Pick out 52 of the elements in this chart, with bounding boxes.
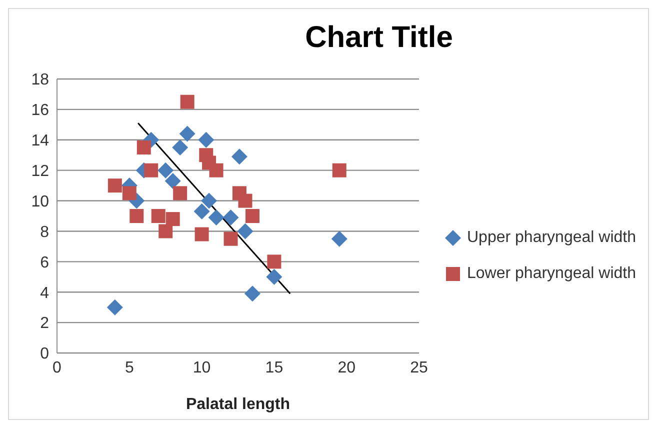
point [173, 186, 188, 200]
y-tick-label: 10 [31, 193, 50, 210]
point [244, 286, 260, 302]
x-axis-title: Palatal length [186, 396, 290, 413]
point [198, 132, 214, 148]
y-tick-label: 16 [31, 102, 50, 120]
y-tick-label: 6 [40, 254, 50, 272]
point [144, 163, 158, 178]
x-tick-label: 0 [52, 359, 62, 376]
y-tick-label: 18 [31, 72, 50, 89]
x-tick-label: 10 [192, 359, 211, 376]
point [180, 94, 194, 109]
point [266, 268, 282, 285]
x-tick-label: 5 [124, 359, 134, 376]
y-tick-label: 4 [40, 284, 50, 302]
y-tick-label: 14 [31, 132, 50, 150]
x-tick-label: 15 [265, 359, 284, 376]
point [172, 140, 188, 156]
x-tick-label: 25 [410, 359, 428, 376]
point [158, 162, 174, 178]
point [208, 210, 224, 226]
point [332, 163, 346, 178]
y-tick-label: 12 [31, 163, 50, 180]
x-tick-label: 20 [338, 359, 356, 376]
point [151, 209, 166, 223]
point [158, 224, 173, 238]
point [224, 232, 238, 246]
point [222, 210, 239, 226]
point [164, 172, 181, 189]
y-tick-label: 2 [40, 315, 50, 332]
point [194, 203, 210, 220]
point [245, 209, 260, 223]
point [194, 227, 209, 242]
y-tick-label: 8 [40, 224, 50, 241]
point [108, 178, 122, 193]
point [106, 299, 123, 316]
y-tick-label: 0 [40, 346, 50, 363]
point [166, 212, 180, 226]
point [237, 223, 254, 240]
point [267, 254, 282, 269]
legend-label: Upper pharyngeal width [467, 229, 636, 247]
chart-title: Chart Title [304, 21, 454, 55]
point [231, 148, 248, 165]
point [122, 186, 136, 200]
point [179, 126, 196, 142]
point [130, 209, 144, 223]
point [209, 163, 224, 178]
point [238, 194, 252, 208]
legend-label: Lower pharyngeal width [467, 265, 636, 283]
point [136, 140, 151, 154]
point [331, 230, 348, 247]
point [201, 192, 218, 209]
